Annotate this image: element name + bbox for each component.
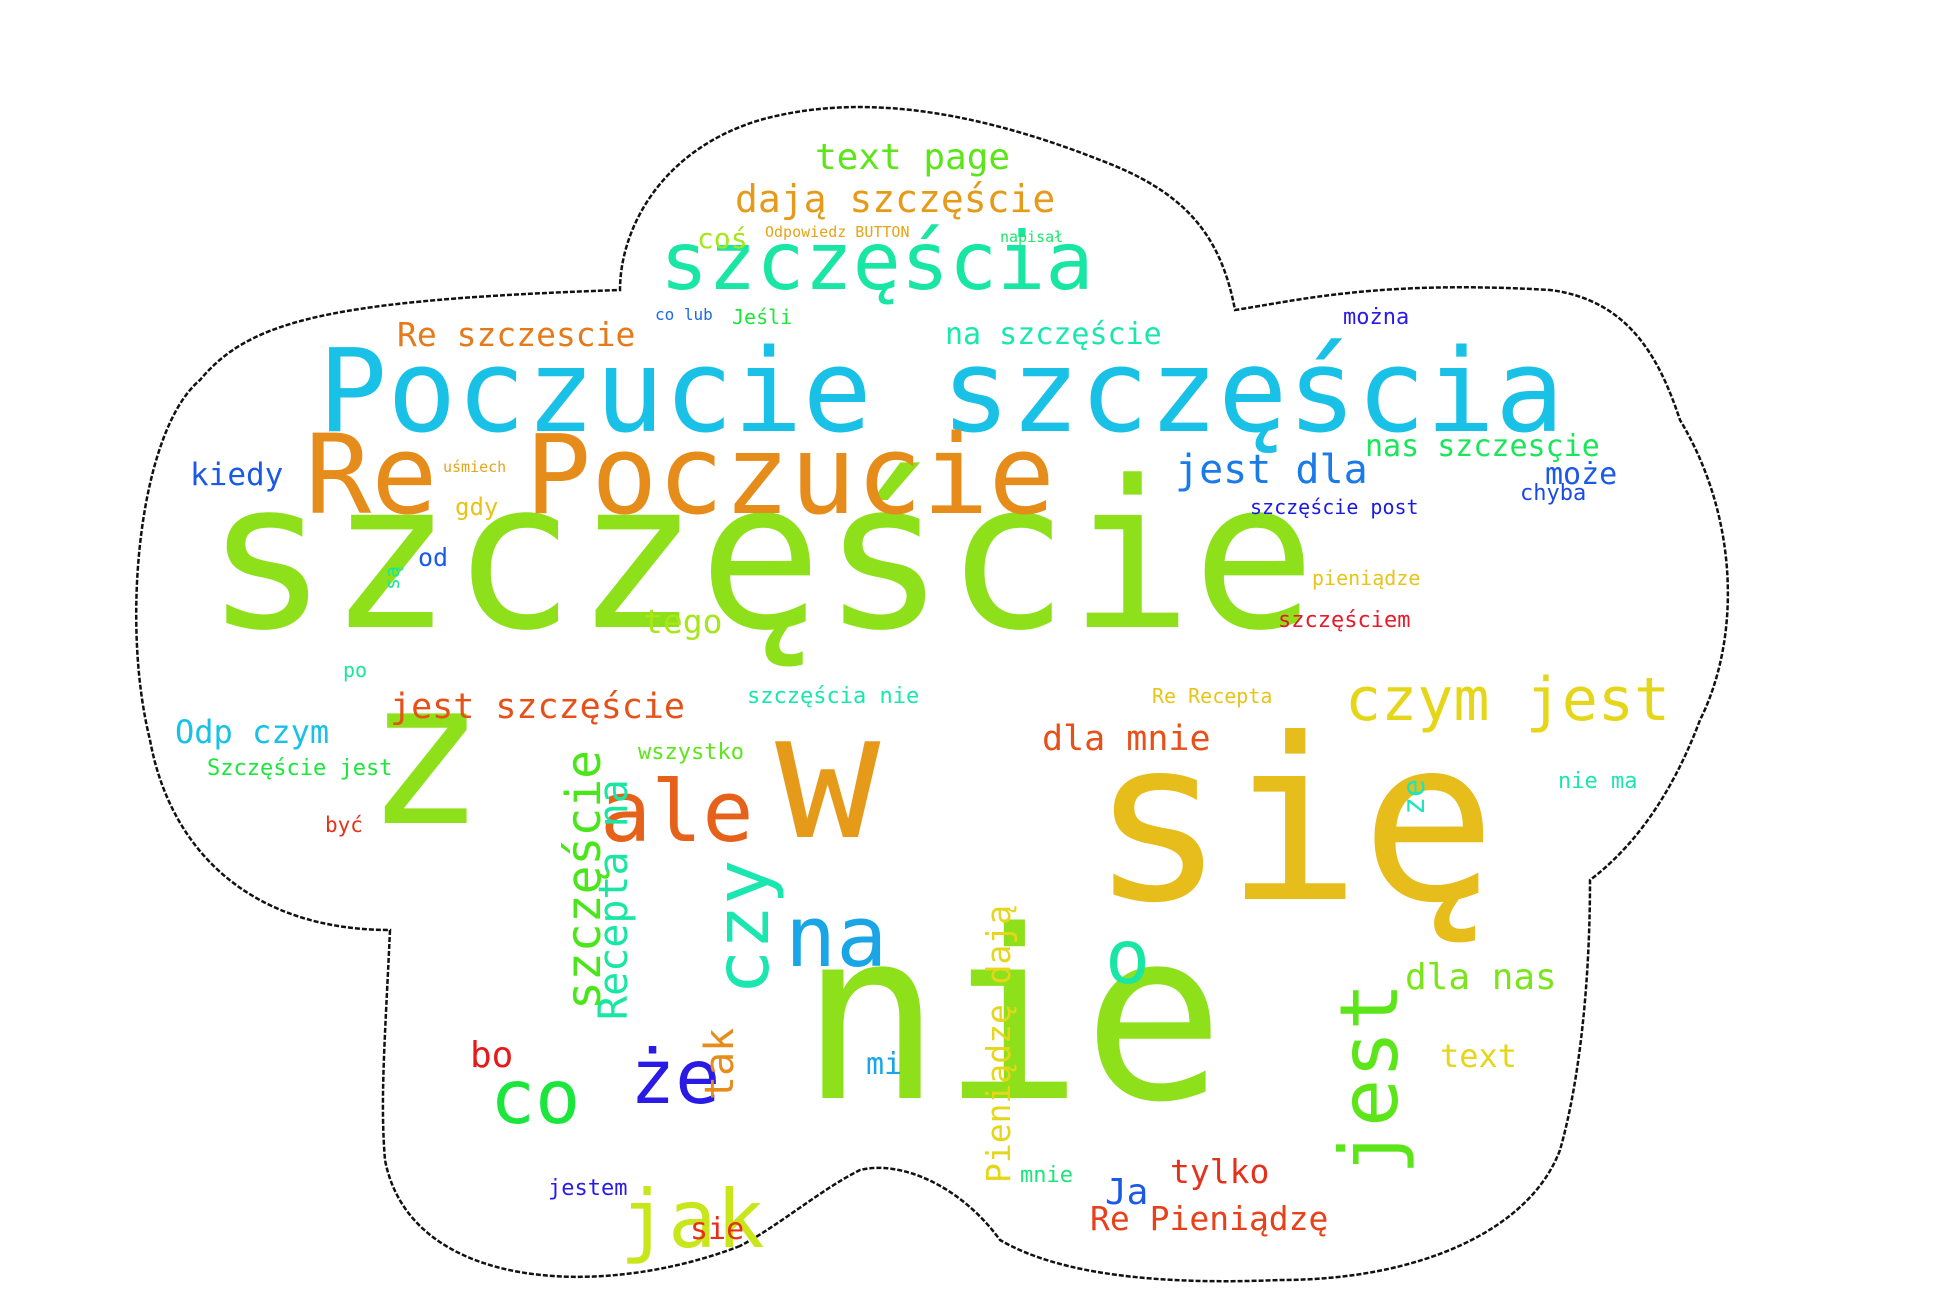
cloud-word: Poczucie <box>525 411 1055 539</box>
cloud-word: uśmiech <box>443 458 507 476</box>
cloud-word: jestem <box>548 1176 628 1201</box>
cloud-word: Jeśli <box>732 305 793 329</box>
cloud-word: z <box>365 638 486 871</box>
cloud-word: w <box>775 676 881 879</box>
cloud-word: mnie <box>1020 1163 1073 1188</box>
cloud-word: jest szczęście <box>390 687 686 727</box>
cloud-word: Recepta na <box>591 779 637 1020</box>
cloud-word: Re Pieniądzę <box>1090 1199 1329 1238</box>
cloud-word: dla mnie <box>1042 719 1211 759</box>
cloud-word: Re Recepta <box>1152 684 1273 708</box>
cloud-word: chyba <box>1520 481 1587 506</box>
cloud-word: szczęścia <box>660 215 1094 308</box>
cloud-word: Ja <box>1105 1172 1149 1213</box>
cloud-word: nie ma <box>1558 769 1638 794</box>
cloud-word: szczęście post <box>1250 495 1419 519</box>
cloud-word: dla nas <box>1405 957 1557 998</box>
cloud-word: Szczęście jest <box>207 756 393 781</box>
cloud-word: co lub <box>655 305 713 324</box>
cloud-word: nas szczesçie <box>1365 429 1600 464</box>
cloud-word: ale <box>600 763 754 862</box>
cloud-word: jest dla <box>1175 447 1368 493</box>
cloud-word: nie <box>800 881 1225 1154</box>
cloud-word: jest <box>1323 982 1416 1175</box>
cloud-word: ze <box>1397 778 1432 815</box>
cloud-word: mi <box>866 1047 903 1082</box>
cloud-word: bo <box>470 1035 514 1076</box>
cloud-word: jak <box>620 1173 765 1266</box>
cloud-word: można <box>1343 305 1410 330</box>
cloud-word: szczęścia nie <box>747 684 920 709</box>
cloud-word: po <box>343 658 368 682</box>
cloud-word: Odp czym <box>175 713 330 751</box>
cloud-word: napisał <box>1000 228 1064 246</box>
cloud-word: tego <box>643 602 723 641</box>
cloud-word: o <box>1105 913 1151 1001</box>
cloud-word: od <box>418 543 449 572</box>
cloud-word: sie <box>690 1212 745 1247</box>
cloud-word: text page <box>815 137 1011 178</box>
cloud-word: tylko <box>1170 1152 1270 1191</box>
cloud-word: Pieniądzę dają <box>979 904 1018 1183</box>
cloud-word: co <box>490 1053 581 1141</box>
cloud-word: kiedy <box>190 457 284 493</box>
cloud-word: się <box>1090 691 1497 953</box>
cloud-word: gdy <box>455 493 499 521</box>
cloud-word: są <box>380 565 404 590</box>
cloud-word: Re szczescie <box>397 315 636 354</box>
cloud-word: coś <box>697 222 748 255</box>
cloud-word: szczęściem <box>1278 608 1411 633</box>
cloud-word: Re <box>305 411 438 539</box>
cloud-word: Poczucie szczęścia <box>318 325 1565 459</box>
cloud-word: dają szczęście <box>735 177 1056 221</box>
cloud-word: tak <box>697 1027 743 1100</box>
cloud-word: wszystko <box>638 740 744 765</box>
cloud-word: czym jest <box>1345 665 1671 735</box>
cloud-word: text <box>1440 1037 1518 1075</box>
cloud-word: szczęście <box>205 438 1316 676</box>
cloud-word: pieniądze <box>1312 566 1421 590</box>
cloud-word: być <box>325 813 363 837</box>
cloud-word: może <box>1545 457 1618 492</box>
cloud-word: Odpowiedz BUTTON <box>765 223 910 241</box>
cloud-word: czy <box>698 859 786 995</box>
cloud-word: na <box>785 888 888 987</box>
cloud-word: na szczęście <box>945 317 1162 352</box>
cloud-word: że <box>630 1033 721 1121</box>
